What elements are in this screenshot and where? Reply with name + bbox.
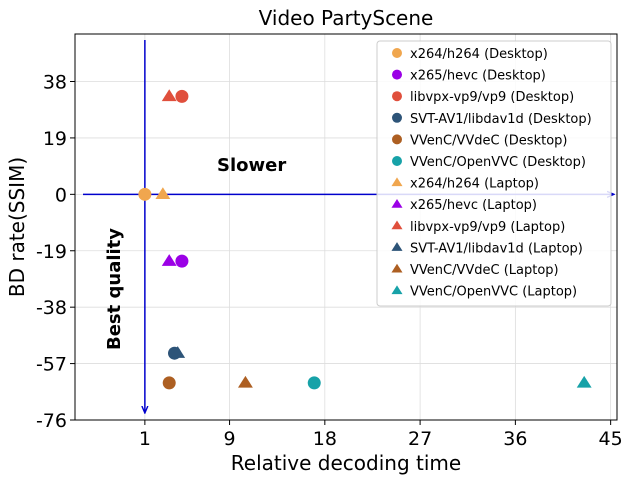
legend-label: VVenC/VVdeC (Desktop) <box>410 133 567 148</box>
data-point-circle <box>138 187 152 201</box>
data-point-triangle <box>155 187 171 200</box>
legend-circle-marker <box>392 156 402 166</box>
x-tick-label: 36 <box>503 428 527 450</box>
data-point-triangle <box>161 254 177 266</box>
legend-label: VVenC/OpenVVC (Laptop) <box>410 285 577 300</box>
legend-circle-marker <box>392 91 402 102</box>
data-point-triangle <box>170 346 186 358</box>
legend-triangle-marker <box>391 263 403 273</box>
plot-frame <box>74 33 618 421</box>
legend-label: x265/hevc (Laptop) <box>410 198 537 213</box>
x-tick-label: 45 <box>599 428 623 450</box>
legend-triangle-marker <box>391 177 403 187</box>
legend-triangle-marker <box>391 242 403 251</box>
legend-box <box>376 40 612 307</box>
legend: x264/h264 (Desktop) x265/hevc (Desktop) li… <box>376 40 612 307</box>
legend-label: VVenC/VVdeC (Laptop) <box>410 263 559 278</box>
data-point-circle <box>175 89 189 103</box>
data-point-triangle <box>161 89 177 102</box>
data-point-circle <box>162 376 176 390</box>
slower-annotation: Slower <box>217 155 286 176</box>
data-point-triangle <box>237 375 253 388</box>
data-point-circle <box>307 376 321 390</box>
legend-circle-marker <box>392 48 402 58</box>
y-tick-label: -57 <box>36 354 67 376</box>
legend-circle-marker <box>392 134 402 145</box>
legend-triangle-marker <box>391 220 403 230</box>
data-point-circle <box>175 254 189 268</box>
legend-circle-marker <box>392 69 402 80</box>
y-tick-label: -38 <box>36 297 67 319</box>
legend-triangle-marker <box>391 285 403 295</box>
x-tick-label: 18 <box>313 428 337 450</box>
legend-label: x264/h264 (Laptop) <box>410 177 539 192</box>
legend-label: x265/hevc (Desktop) <box>410 69 546 84</box>
legend-circle-marker <box>392 112 402 123</box>
x-tick-label: 1 <box>139 428 151 450</box>
legend-label: libvpx-vp9/vp9 (Laptop) <box>410 220 565 235</box>
y-tick-label: 19 <box>43 128 67 150</box>
chart-title: Video PartyScene <box>259 6 434 30</box>
legend-label: x264/h264 (Desktop) <box>410 47 548 62</box>
legend-label: SVT-AV1/libdav1d (Desktop) <box>410 112 592 127</box>
legend-label: SVT-AV1/libdav1d (Laptop) <box>410 241 583 256</box>
x-tick-label: 27 <box>408 428 432 450</box>
legend-label: libvpx-vp9/vp9 (Desktop) <box>410 90 574 105</box>
data-points <box>138 89 592 390</box>
best-quality-annotation: Best quality <box>104 228 125 350</box>
y-axis-label: BD rate(SSIM) <box>5 157 29 297</box>
data-point-triangle <box>576 375 592 388</box>
y-tick-label: -76 <box>36 410 67 432</box>
y-tick-label: 0 <box>55 184 67 206</box>
x-tick-label: 9 <box>224 428 236 450</box>
y-tick-label: 38 <box>43 72 67 94</box>
y-tick-label: -19 <box>36 241 67 263</box>
legend-triangle-marker <box>391 198 403 208</box>
legend-label: VVenC/OpenVVC (Desktop) <box>410 155 586 170</box>
x-axis-label: Relative decoding time <box>231 451 461 475</box>
